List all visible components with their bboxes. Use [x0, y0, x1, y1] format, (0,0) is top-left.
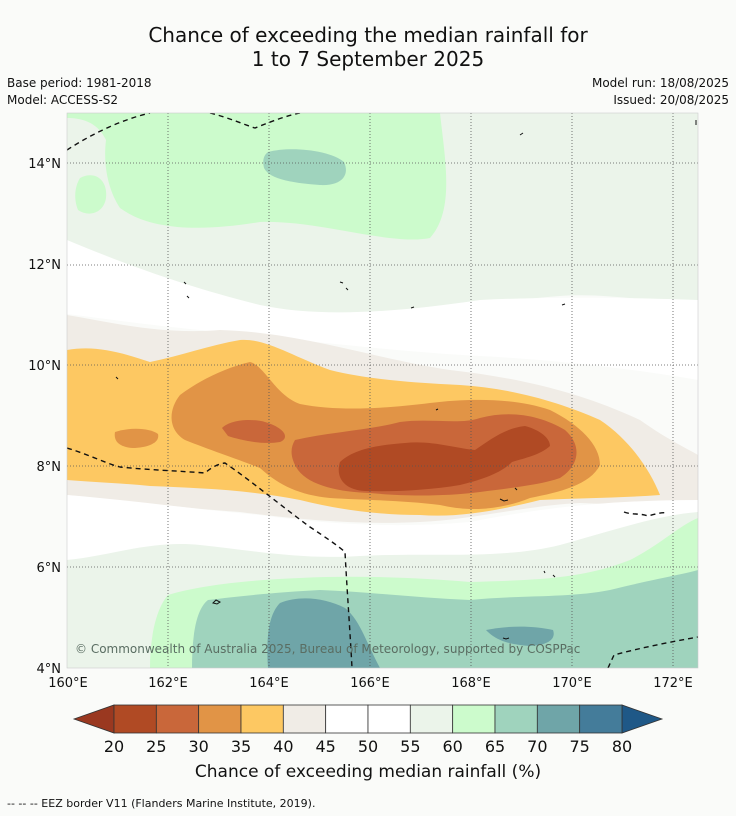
colorbar-tick-label: 40 — [273, 737, 294, 756]
colorbar-swatch — [367, 704, 411, 734]
colorbar-tick-label: 75 — [569, 737, 590, 756]
contour-70-75-south — [267, 598, 380, 668]
colorbar-tick-label: 35 — [230, 737, 252, 756]
lon-label-170e: 170°E — [552, 676, 592, 691]
map-title-line-1: Chance of exceeding the median rainfall … — [148, 23, 588, 47]
colorbar-swatch — [536, 704, 581, 734]
lat-label-8n: 8°N — [37, 460, 62, 475]
map-plot-area — [67, 113, 698, 668]
colorbar — [72, 704, 664, 734]
grid-lines — [67, 113, 698, 668]
model-run-date: Model run: 18/08/2025 — [591, 76, 729, 90]
colorbar-tick-label: 45 — [315, 737, 336, 756]
contour-60-65-north — [67, 113, 447, 240]
colorbar-high-arrow — [621, 704, 664, 734]
colorbar-tick-label: 70 — [527, 737, 548, 756]
colorbar-swatch — [240, 704, 284, 734]
lat-label-6n: 6°N — [37, 561, 62, 576]
colorbar-tick-label: 65 — [484, 737, 506, 756]
colorbar-tick-label: 20 — [103, 737, 125, 756]
contour-30-35-west — [114, 428, 159, 448]
colorbar-swatch — [452, 704, 496, 734]
lon-label-172e: 172°E — [653, 676, 693, 691]
colorbar-tick-label: 60 — [442, 737, 463, 756]
colorbar-tick-label: 55 — [400, 737, 421, 756]
lat-label-10n: 10°N — [28, 359, 61, 374]
contour-20-25 — [338, 426, 550, 492]
lat-label-14n: 14°N — [28, 157, 61, 172]
lon-label-164e: 164°E — [249, 676, 289, 691]
eez-legend-footer: -- -- -- EEZ border V11 (Flanders Marine… — [7, 797, 316, 810]
lon-label-160e: 160°E — [48, 676, 88, 691]
colorbar-tick-label: 80 — [611, 737, 633, 756]
colorbar-swatch — [282, 704, 327, 734]
colorbar-swatch — [409, 704, 454, 734]
colorbar-tick-label: 30 — [188, 737, 209, 756]
contour-65-70-north — [263, 149, 346, 186]
colorbar-swatch — [198, 704, 242, 734]
issued-date: Issued: 20/08/2025 — [613, 93, 729, 107]
contour-45-50-mid — [67, 240, 698, 380]
map-title-line-2: 1 to 7 September 2025 — [251, 47, 485, 71]
island-markers — [115, 120, 697, 640]
colorbar-label: Chance of exceeding median rainfall (%) — [194, 762, 542, 782]
colorbar-swatch — [494, 704, 538, 734]
colorbar-swatch — [113, 704, 157, 734]
colorbar-swatch — [579, 704, 623, 734]
colorbar-tick-label: 25 — [146, 737, 167, 756]
lat-label-4n: 4°N — [37, 662, 62, 677]
eez-border-lines — [67, 113, 698, 668]
base-period: Base period: 1981-2018 — [7, 76, 152, 90]
lon-label-166e: 166°E — [350, 676, 390, 691]
contour-70-75-east — [486, 626, 554, 646]
contour-60-65-north-pocket — [75, 175, 107, 214]
colorbar-swatch — [325, 704, 369, 734]
copyright-attribution: © Commonwealth of Australia 2025, Bureau… — [75, 642, 581, 656]
lon-label-168e: 168°E — [451, 676, 491, 691]
model-name: Model: ACCESS-S2 — [7, 93, 119, 107]
colorbar-tick-label: 50 — [357, 737, 379, 756]
colorbar-swatch — [155, 704, 200, 734]
lat-label-12n: 12°N — [28, 258, 61, 273]
lon-label-162e: 162°E — [148, 676, 188, 691]
colorbar-low-arrow — [72, 704, 115, 734]
